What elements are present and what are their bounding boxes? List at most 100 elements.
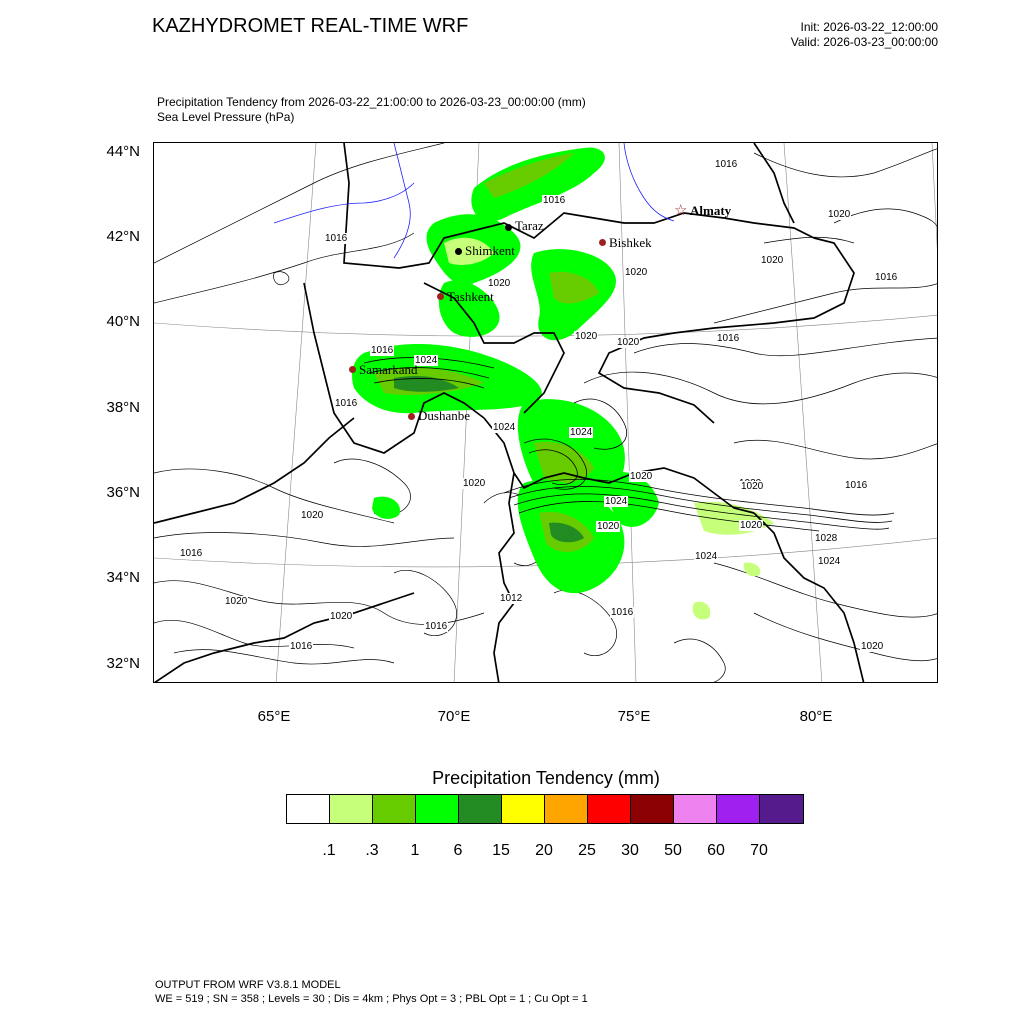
contour-label: 1020 bbox=[624, 267, 649, 278]
legend-title: Precipitation Tendency (mm) bbox=[432, 768, 660, 788]
map-title: KAZHYDROMET REAL-TIME WRF bbox=[152, 15, 469, 37]
colorbar-tick-label: 20 bbox=[535, 842, 553, 859]
contour-label: 1016 bbox=[844, 480, 869, 491]
contour-label: 1020 bbox=[462, 478, 487, 489]
footer-config: WE = 519 ; SN = 358 ; Levels = 30 ; Dis … bbox=[155, 993, 588, 1005]
colorbar bbox=[286, 794, 804, 824]
city-dot-tashkent[interactable] bbox=[437, 293, 444, 300]
contour-label: 1020 bbox=[574, 331, 599, 342]
colorbar-swatch bbox=[502, 795, 545, 823]
contour-label: 1028 bbox=[814, 533, 839, 544]
valid-time: Valid: 2026-03-23_00:00:00 bbox=[790, 35, 938, 49]
colorbar-tick-label: 50 bbox=[664, 842, 682, 859]
contour-label: 1020 bbox=[616, 337, 641, 348]
city-label-shimkent: Shimkent bbox=[465, 243, 515, 258]
colorbar-tick-label: 1 bbox=[410, 842, 420, 859]
city-label-dushanbe: Dushanbe bbox=[418, 408, 470, 423]
contour-label: 1020 bbox=[629, 471, 654, 482]
colorbar-swatch bbox=[330, 795, 373, 823]
map-canvas bbox=[154, 143, 937, 682]
contour-label: 1024 bbox=[414, 355, 439, 366]
contour-label: 1024 bbox=[569, 427, 594, 438]
contour-label: 1024 bbox=[694, 551, 719, 562]
city-label-bishkek: Bishkek bbox=[609, 235, 652, 250]
colorbar-tick-label: .1 bbox=[322, 842, 336, 859]
contour-label: 1020 bbox=[760, 255, 785, 266]
city-label-samarkand: Samarkand bbox=[359, 362, 418, 377]
contour-label: 1020 bbox=[739, 520, 764, 531]
contour-label: 1024 bbox=[604, 496, 629, 507]
contour-label: 1020 bbox=[740, 481, 765, 492]
colorbar-swatch bbox=[674, 795, 717, 823]
footer-model: OUTPUT FROM WRF V3.8.1 MODEL bbox=[155, 979, 341, 991]
colorbar-swatch bbox=[287, 795, 330, 823]
lat-label-40: 40°N bbox=[106, 313, 140, 330]
contour-label: 1020 bbox=[329, 611, 354, 622]
contour-label: 1016 bbox=[874, 272, 899, 283]
country-borders bbox=[154, 143, 865, 682]
contour-label: 1016 bbox=[370, 345, 395, 356]
contour-label: 1020 bbox=[487, 278, 512, 289]
contour-label: 1020 bbox=[596, 521, 621, 532]
colorbar-tick-label: .3 bbox=[365, 842, 379, 859]
lon-label-80: 80°E bbox=[799, 708, 833, 725]
city-dot-bishkek[interactable] bbox=[599, 239, 606, 246]
colorbar-swatch bbox=[373, 795, 416, 823]
slp-field-label: Sea Level Pressure (hPa) bbox=[157, 110, 295, 124]
contour-label: 1016 bbox=[424, 621, 449, 632]
colorbar-swatch bbox=[760, 795, 803, 823]
model-footer: OUTPUT FROM WRF V3.8.1 MODEL WE = 519 ; … bbox=[155, 978, 588, 1006]
lat-label-44: 44°N bbox=[106, 143, 140, 160]
star-icon: ☆ bbox=[674, 203, 688, 219]
contour-label: 1020 bbox=[827, 209, 852, 220]
colorbar-tick-label: 25 bbox=[578, 842, 596, 859]
lat-label-42: 42°N bbox=[106, 228, 140, 245]
lat-label-38: 38°N bbox=[106, 399, 140, 416]
contour-label: 1016 bbox=[716, 333, 741, 344]
mountain-contours bbox=[363, 357, 895, 532]
contour-label: 1016 bbox=[334, 398, 359, 409]
colorbar-tick-label: 60 bbox=[707, 842, 725, 859]
precip-field-label: Precipitation Tendency from 2026-03-22_2… bbox=[157, 95, 586, 109]
contour-label: 1024 bbox=[817, 556, 842, 567]
colorbar-swatch bbox=[459, 795, 502, 823]
contour-label: 1016 bbox=[542, 195, 567, 206]
city-marker-almaty[interactable]: ☆ bbox=[674, 201, 687, 220]
contour-label: 1016 bbox=[289, 641, 314, 652]
colorbar-tick-label: 6 bbox=[453, 842, 463, 859]
lon-label-70: 70°E bbox=[437, 708, 471, 725]
contour-label: 1016 bbox=[714, 159, 739, 170]
contour-label: 1020 bbox=[224, 596, 249, 607]
precip-shading bbox=[352, 147, 774, 620]
lon-label-75: 75°E bbox=[617, 708, 651, 725]
city-dot-taraz[interactable] bbox=[505, 224, 512, 231]
colorbar-swatch bbox=[717, 795, 760, 823]
contour-label: 1020 bbox=[300, 510, 325, 521]
city-label-almaty: Almaty bbox=[690, 203, 732, 218]
lat-label-32: 32°N bbox=[106, 655, 140, 672]
colorbar-swatch bbox=[588, 795, 631, 823]
contour-label: 1016 bbox=[610, 607, 635, 618]
slp-contours bbox=[154, 143, 937, 682]
city-label-taraz: Taraz bbox=[515, 218, 544, 233]
colorbar-tick-label: 15 bbox=[492, 842, 510, 859]
contour-label: 1024 bbox=[492, 422, 517, 433]
colorbar-swatch bbox=[416, 795, 459, 823]
lat-label-34: 34°N bbox=[106, 569, 140, 586]
colorbar-swatch bbox=[631, 795, 674, 823]
field-description: Precipitation Tendency from 2026-03-22_2… bbox=[157, 95, 586, 125]
contour-label: 1020 bbox=[860, 641, 885, 652]
init-time: Init: 2026-03-22_12:00:00 bbox=[800, 20, 938, 34]
city-dot-samarkand[interactable] bbox=[349, 366, 356, 373]
colorbar-tick-label: 30 bbox=[621, 842, 639, 859]
city-dot-shimkent[interactable] bbox=[455, 248, 462, 255]
contour-label: 1016 bbox=[324, 233, 349, 244]
map-panel[interactable]: 1016 1016 1016 1020 1020 1016 1020 1020 … bbox=[153, 142, 938, 683]
lat-label-36: 36°N bbox=[106, 484, 140, 501]
city-label-tashkent: Tashkent bbox=[447, 289, 494, 304]
city-dot-dushanbe[interactable] bbox=[408, 413, 415, 420]
colorbar-swatch bbox=[545, 795, 588, 823]
init-valid-times: Init: 2026-03-22_12:00:00 Valid: 2026-03… bbox=[791, 20, 938, 50]
contour-label: 1012 bbox=[499, 593, 524, 604]
rivers bbox=[273, 143, 675, 259]
